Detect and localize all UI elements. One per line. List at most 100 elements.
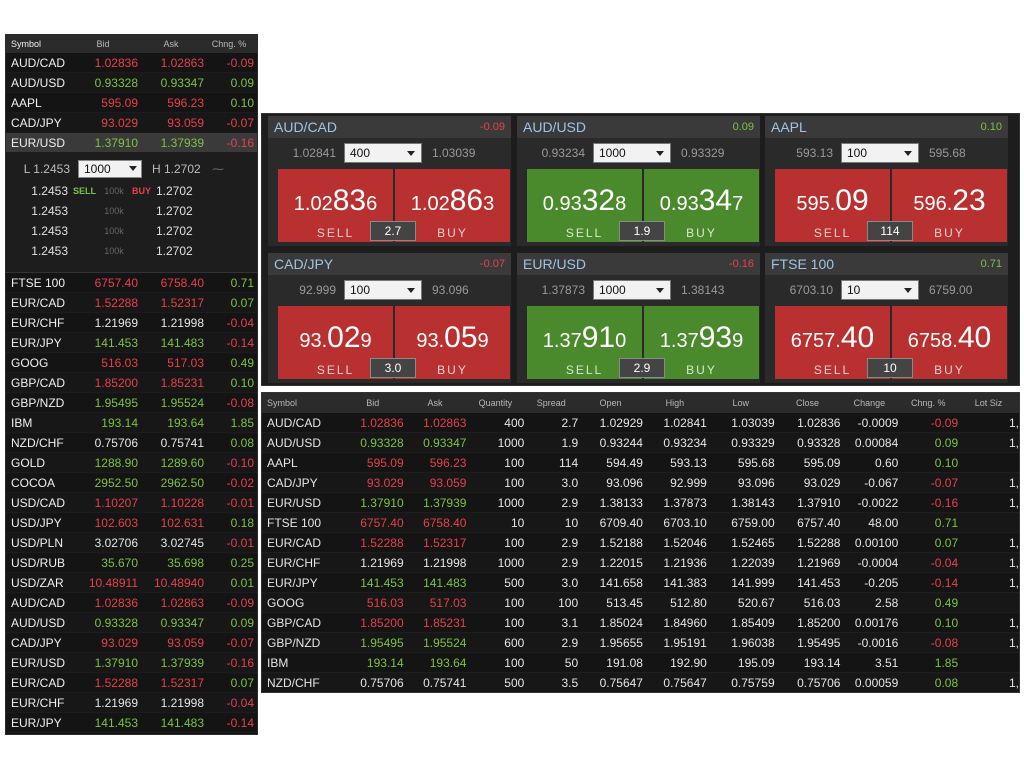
row-bid[interactable]: 1.21969 bbox=[94, 695, 138, 710]
row-ask[interactable]: 6758.40 bbox=[160, 275, 204, 290]
watchlist-row[interactable]: EUR/CHF 1.21969 1.21998 -0.04 bbox=[6, 313, 257, 333]
watchlist-row[interactable]: IBM 193.14 193.64 1.85 bbox=[6, 413, 257, 433]
row-ask[interactable]: 93.059 bbox=[167, 635, 204, 650]
blotter-header-cell[interactable]: Close bbox=[796, 398, 820, 408]
row-bid[interactable]: 1.37910 bbox=[94, 655, 138, 670]
row-bid[interactable]: 1.52288 bbox=[94, 675, 138, 690]
row-bid[interactable]: 141.453 bbox=[94, 335, 138, 350]
watchlist-row[interactable]: EUR/JPY 141.453 141.483 -0.14 bbox=[6, 333, 257, 353]
row-bid[interactable]: 93.029 bbox=[101, 115, 138, 130]
blotter-row[interactable]: CAD/JPY 93.029 93.059 100 3.0 93.096 92.999 93.… bbox=[262, 473, 1019, 493]
watchlist-row[interactable]: GBP/NZD 1.95495 1.95524 -0.08 bbox=[6, 393, 257, 413]
blotter-row[interactable]: AUD/CAD 1.02836 1.02863 400 2.7 1.02929 1.0284… bbox=[262, 413, 1019, 433]
row-ask[interactable]: 3.02745 bbox=[160, 535, 204, 550]
row-bid[interactable]: 0.93328 bbox=[94, 75, 138, 90]
row-bid[interactable]: 1.52288 bbox=[94, 295, 138, 310]
blotter-row[interactable]: EUR/JPY 141.453 141.483 500 3.0 141.658 141.38… bbox=[262, 573, 1019, 593]
row-ask[interactable]: 1.10228 bbox=[160, 495, 204, 510]
row-bid[interactable]: 3.02706 bbox=[94, 535, 138, 550]
header-ask[interactable]: Ask bbox=[163, 39, 179, 49]
blotter-row[interactable]: EUR/CAD 1.52288 1.52317 100 2.9 1.52188 1.5204… bbox=[262, 533, 1019, 553]
watchlist-row[interactable]: USD/CAD 1.10207 1.10228 -0.01 bbox=[6, 493, 257, 513]
watchlist-row[interactable]: AUD/USD 0.93328 0.93347 0.09 bbox=[6, 73, 257, 93]
watchlist-row[interactable]: USD/JPY 102.603 102.631 0.18 bbox=[6, 513, 257, 533]
row-ask[interactable]: 193.64 bbox=[167, 415, 204, 430]
header-bid[interactable]: Bid bbox=[96, 39, 110, 49]
blotter-header-cell[interactable]: High bbox=[665, 398, 685, 408]
watchlist-row[interactable]: USD/ZAR 10.48911 10.48940 0.01 bbox=[6, 573, 257, 593]
row-ask[interactable]: 1.95524 bbox=[160, 395, 204, 410]
buy-button[interactable]: 0.93347 BUY bbox=[644, 169, 759, 242]
buy-button[interactable]: 1.37939 BUY bbox=[644, 306, 759, 379]
tile-qty-select[interactable]: 1000 bbox=[593, 280, 671, 300]
watchlist-row[interactable]: AAPL 595.09 596.23 0.10 bbox=[6, 93, 257, 113]
row-ask[interactable]: 1.21998 bbox=[160, 695, 204, 710]
row-bid[interactable]: 1.85200 bbox=[94, 375, 138, 390]
blotter-row[interactable]: EUR/USD 1.37910 1.37939 1000 2.9 1.38133 1.378… bbox=[262, 493, 1019, 513]
row-bid[interactable]: 102.603 bbox=[94, 515, 138, 530]
row-bid[interactable]: 193.14 bbox=[101, 415, 138, 430]
selected-bid[interactable]: 1.37910 bbox=[94, 135, 138, 150]
tile-qty-select[interactable]: 100 bbox=[841, 143, 919, 163]
blotter-row[interactable]: GBP/NZD 1.95495 1.95524 600 2.9 1.95655 1.9519… bbox=[262, 633, 1019, 653]
depth-ask[interactable]: 1.2702 bbox=[156, 224, 193, 238]
row-ask[interactable]: 0.75741 bbox=[160, 435, 204, 450]
row-ask[interactable]: 141.483 bbox=[160, 335, 204, 350]
row-ask[interactable]: 141.483 bbox=[160, 715, 204, 730]
row-bid[interactable]: 0.75706 bbox=[94, 435, 138, 450]
row-ask[interactable]: 93.059 bbox=[167, 115, 204, 130]
watchlist-row[interactable]: GBP/CAD 1.85200 1.85231 0.10 bbox=[6, 373, 257, 393]
watchlist-row[interactable]: USD/PLN 3.02706 3.02745 -0.01 bbox=[6, 533, 257, 553]
row-ask[interactable]: 102.631 bbox=[160, 515, 204, 530]
watchlist-row[interactable]: CAD/JPY 93.029 93.059 -0.07 bbox=[6, 113, 257, 133]
watchlist-row[interactable]: EUR/USD 1.37910 1.37939 -0.16 bbox=[6, 653, 257, 673]
blotter-header-cell[interactable]: Spread bbox=[536, 398, 566, 408]
blotter-header-cell[interactable]: Bid bbox=[366, 398, 380, 408]
depth-ask[interactable]: 1.2702 bbox=[156, 204, 193, 218]
depth-sell-label[interactable]: SELL bbox=[72, 186, 96, 196]
row-ask[interactable]: 10.48940 bbox=[153, 575, 204, 590]
buy-button[interactable]: 596.23 BUY bbox=[892, 169, 1007, 242]
blotter-header-cell[interactable]: Quantity bbox=[478, 398, 513, 408]
header-chng[interactable]: Chng. % bbox=[211, 39, 247, 49]
row-bid[interactable]: 6757.40 bbox=[94, 275, 138, 290]
blotter-row[interactable]: EUR/CHF 1.21969 1.21998 1000 2.9 1.22015 1.219… bbox=[262, 553, 1019, 573]
row-ask[interactable]: 1289.60 bbox=[160, 455, 204, 470]
row-bid[interactable]: 1288.90 bbox=[94, 455, 138, 470]
blotter-row[interactable]: GOOG 516.03 517.03 100 100 513.45 512.80 520.67… bbox=[262, 593, 1019, 613]
row-bid[interactable]: 10.48911 bbox=[88, 575, 138, 590]
blotter-header-cell[interactable]: Lot Siz bbox=[974, 398, 1003, 408]
row-ask[interactable]: 1.52317 bbox=[160, 295, 204, 310]
blotter-header-cell[interactable]: Change bbox=[853, 398, 886, 408]
watchlist-row[interactable]: CAD/JPY 93.029 93.059 -0.07 bbox=[6, 633, 257, 653]
blotter-row[interactable]: NZD/CHF 0.75706 0.75741 500 3.5 0.75647 0.7564… bbox=[262, 673, 1019, 692]
blotter-row[interactable]: AUD/USD 0.93328 0.93347 1000 1.9 0.93244 0.932… bbox=[262, 433, 1019, 453]
blotter-header-cell[interactable]: Ask bbox=[427, 398, 443, 408]
watchlist-row[interactable]: NZD/CHF 0.75706 0.75741 0.08 bbox=[6, 433, 257, 453]
row-ask[interactable]: 596.23 bbox=[167, 95, 204, 110]
selected-qty-select[interactable]: 1000 bbox=[78, 160, 142, 178]
depth-buy-label[interactable]: BUY bbox=[132, 186, 152, 196]
blotter-row[interactable]: GBP/CAD 1.85200 1.85231 100 3.1 1.85024 1.8496… bbox=[262, 613, 1019, 633]
watchlist-row[interactable]: EUR/CAD 1.52288 1.52317 0.07 bbox=[6, 673, 257, 693]
row-bid[interactable]: 1.10207 bbox=[94, 495, 138, 510]
row-ask[interactable]: 1.85231 bbox=[160, 375, 204, 390]
row-bid[interactable]: 2952.50 bbox=[94, 475, 138, 490]
watchlist-row[interactable]: EUR/CAD 1.52288 1.52317 0.07 bbox=[6, 293, 257, 313]
tile-qty-select[interactable]: 400 bbox=[344, 143, 422, 163]
watchlist-row[interactable]: EUR/JPY 141.453 141.483 -0.14 bbox=[6, 713, 257, 733]
header-symbol[interactable]: Symbol bbox=[11, 39, 42, 49]
sparkline-icon[interactable]: ⁓ bbox=[212, 162, 224, 176]
sell-button[interactable]: 0.93328 SELL bbox=[527, 169, 642, 242]
row-ask[interactable]: 1.37939 bbox=[160, 655, 204, 670]
row-bid[interactable]: 35.670 bbox=[101, 555, 138, 570]
row-bid[interactable]: 1.02836 bbox=[94, 55, 138, 70]
row-ask[interactable]: 35.698 bbox=[167, 555, 204, 570]
blotter-row[interactable]: FTSE 100 6757.40 6758.40 10 10 6709.40 6703.10… bbox=[262, 513, 1019, 533]
row-bid[interactable]: 1.02836 bbox=[94, 595, 138, 610]
watchlist-row[interactable]: AUD/CAD 1.02836 1.02863 -0.09 bbox=[6, 593, 257, 613]
tile-qty-select[interactable]: 1000 bbox=[593, 143, 671, 163]
row-ask[interactable]: 1.02863 bbox=[160, 55, 204, 70]
watchlist-row-selected[interactable]: EUR/USD 1.37910 1.37939 -0.16 bbox=[6, 133, 257, 153]
watchlist-row[interactable]: EUR/CHF 1.21969 1.21998 -0.04 bbox=[6, 693, 257, 713]
